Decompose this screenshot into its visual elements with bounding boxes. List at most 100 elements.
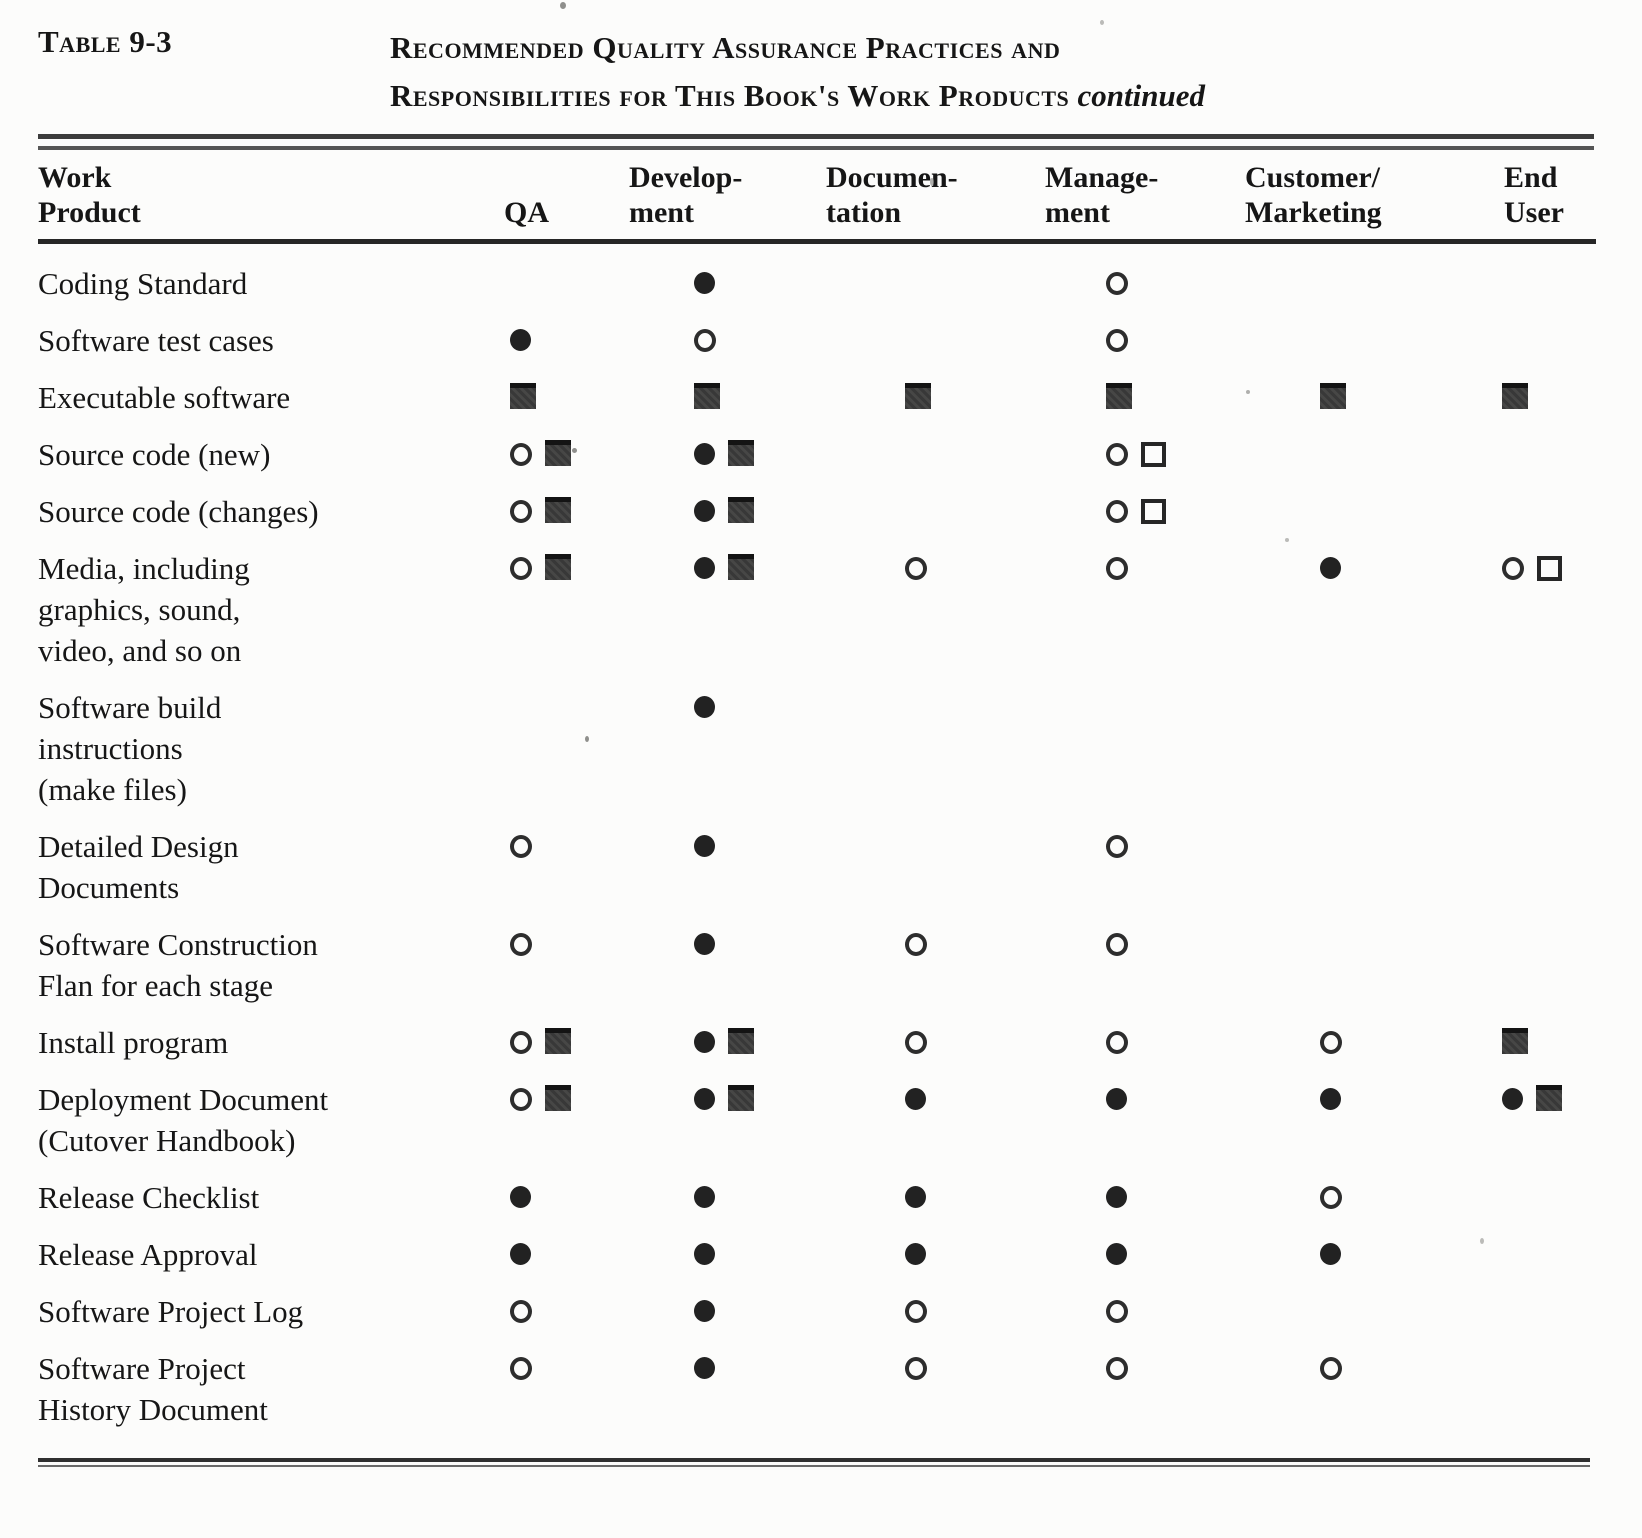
cell-customer-marketing — [1244, 242, 1500, 321]
table-bottom-rule — [38, 1458, 1590, 1467]
cell-customer-marketing — [1244, 826, 1500, 924]
filled-circle-icon — [1106, 1088, 1127, 1110]
cell-end-user — [1500, 1234, 1596, 1291]
filled-circle-icon — [1320, 557, 1341, 579]
cell-end-user — [1500, 1291, 1596, 1348]
title-line-2: Responsibilities for This Book's Work Pr… — [390, 72, 1205, 120]
cell-qa — [500, 320, 626, 377]
cell-management — [1044, 1022, 1244, 1079]
cell-customer-marketing — [1244, 924, 1500, 1022]
table-row: Coding Standard — [38, 242, 1596, 321]
qa-practices-table: Work Product QA Develop-ment Documen-tation M… — [38, 150, 1596, 1446]
open-circle-icon — [1106, 1357, 1128, 1380]
filled-square-icon — [1106, 383, 1132, 409]
cell-management — [1044, 924, 1244, 1022]
column-header-development: Develop-ment — [629, 161, 743, 229]
table-row: Detailed Design Documents — [38, 826, 1596, 924]
open-circle-icon — [694, 329, 716, 352]
cell-development — [626, 1234, 826, 1291]
cell-end-user — [1500, 1022, 1596, 1079]
filled-circle-icon — [510, 1243, 531, 1265]
scan-speck — [1100, 20, 1104, 25]
filled-circle-icon — [1320, 1088, 1341, 1110]
filled-square-icon — [545, 440, 571, 466]
work-product-label: Deployment Document (Cutover Handbook) — [38, 1082, 329, 1158]
cell-qa — [500, 377, 626, 434]
work-product-label: Install program — [38, 1025, 229, 1060]
cell-customer-marketing — [1244, 1291, 1500, 1348]
filled-circle-icon — [1502, 1088, 1523, 1110]
open-circle-icon — [1106, 1300, 1128, 1323]
cell-customer-marketing — [1244, 1177, 1500, 1234]
table-row: Media, including graphics, sound, video, a… — [38, 548, 1596, 687]
cell-end-user — [1500, 377, 1596, 434]
table-row: Release Approval — [38, 1234, 1596, 1291]
cell-qa — [500, 826, 626, 924]
column-header-end-user: End User — [1504, 161, 1564, 229]
open-circle-icon — [1106, 835, 1128, 858]
cell-qa — [500, 1348, 626, 1446]
filled-circle-icon — [694, 933, 715, 955]
cell-development — [626, 242, 826, 321]
open-circle-icon — [510, 557, 532, 580]
cell-customer-marketing — [1244, 1022, 1500, 1079]
filled-square-icon — [728, 554, 754, 580]
table-row: Software Construction Flan for each stage — [38, 924, 1596, 1022]
table-row: Software Project Log — [38, 1291, 1596, 1348]
cell-qa — [500, 1177, 626, 1234]
open-square-icon — [1537, 556, 1562, 581]
filled-circle-icon — [905, 1186, 926, 1208]
filled-square-icon — [1536, 1085, 1562, 1111]
cell-customer-marketing — [1244, 687, 1500, 826]
scan-speck — [572, 448, 577, 453]
table-title: Recommended Quality Assurance Practices … — [390, 24, 1205, 120]
scan-speck — [1285, 538, 1289, 542]
table-row: Source code (new) — [38, 434, 1596, 491]
open-circle-icon — [1106, 329, 1128, 352]
cell-development — [626, 548, 826, 687]
cell-management — [1044, 491, 1244, 548]
table-row: Software Project History Document — [38, 1348, 1596, 1446]
title-line-2-text: Responsibilities for This Book's Work Pr… — [390, 78, 1070, 113]
filled-circle-icon — [694, 1088, 715, 1110]
cell-documentation — [826, 434, 1044, 491]
column-header-qa: QA — [504, 196, 549, 229]
open-circle-icon — [905, 1357, 927, 1380]
open-circle-icon — [1106, 1031, 1128, 1054]
table-row: Install program — [38, 1022, 1596, 1079]
title-line-1: Recommended Quality Assurance Practices … — [390, 30, 1061, 65]
cell-development — [626, 377, 826, 434]
cell-qa — [500, 687, 626, 826]
filled-circle-icon — [694, 696, 715, 718]
cell-documentation — [826, 320, 1044, 377]
work-product-label: Media, including graphics, sound, video, a… — [38, 551, 250, 668]
open-circle-icon — [1502, 557, 1524, 580]
cell-documentation — [826, 1177, 1044, 1234]
cell-development — [626, 1177, 826, 1234]
open-circle-icon — [905, 1300, 927, 1323]
column-header-documentation: Documen-tation — [826, 161, 958, 229]
cell-management — [1044, 1177, 1244, 1234]
cell-documentation — [826, 1291, 1044, 1348]
cell-documentation — [826, 377, 1044, 434]
column-header-management: Manage-ment — [1045, 161, 1159, 229]
cell-end-user — [1500, 491, 1596, 548]
cell-development — [626, 826, 826, 924]
filled-square-icon — [694, 383, 720, 409]
cell-documentation — [826, 826, 1044, 924]
filled-circle-icon — [694, 1357, 715, 1379]
cell-documentation — [826, 1022, 1044, 1079]
open-circle-icon — [510, 933, 532, 956]
cell-documentation — [826, 1234, 1044, 1291]
cell-development — [626, 687, 826, 826]
open-circle-icon — [1106, 500, 1128, 523]
open-square-icon — [1141, 442, 1166, 467]
open-circle-icon — [1320, 1186, 1342, 1209]
filled-circle-icon — [905, 1243, 926, 1265]
cell-management — [1044, 377, 1244, 434]
cell-end-user — [1500, 1348, 1596, 1446]
filled-circle-icon — [694, 835, 715, 857]
open-circle-icon — [510, 1031, 532, 1054]
cell-development — [626, 924, 826, 1022]
